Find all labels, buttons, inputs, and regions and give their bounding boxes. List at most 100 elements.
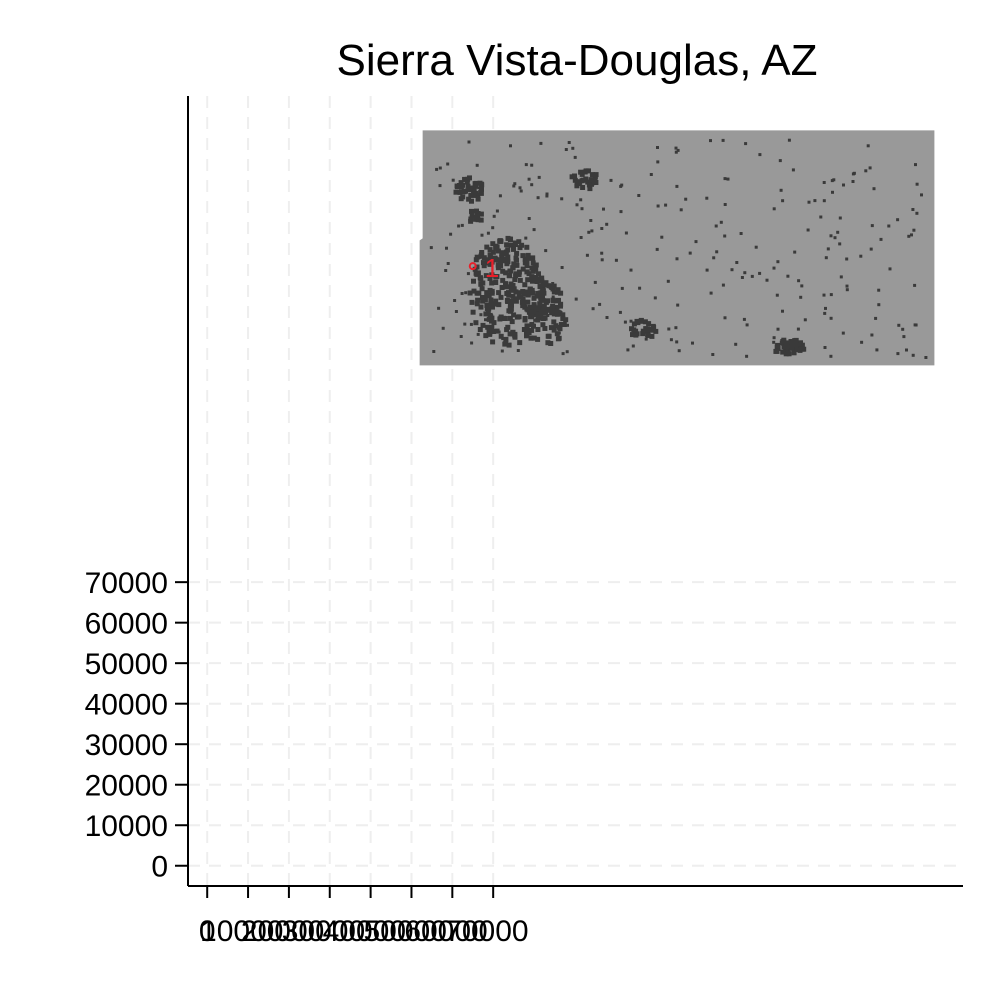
feature-speck: [473, 183, 478, 189]
feature-speck: [523, 289, 528, 295]
feature-speck: [535, 327, 541, 332]
feature-speck: [482, 297, 488, 303]
labeled-points: 1: [468, 253, 499, 283]
feature-speck: [602, 207, 605, 211]
feature-speck: [481, 260, 486, 266]
feature-speck: [783, 348, 789, 354]
feature-speck: [723, 234, 727, 238]
feature-speck: [776, 327, 780, 331]
feature-speck: [487, 247, 493, 253]
feature-speck: [475, 196, 481, 202]
feature-speck: [473, 180, 479, 186]
feature-speck: [591, 183, 594, 187]
feature-speck: [445, 246, 448, 250]
feature-speck: [529, 265, 535, 271]
feature-speck: [499, 251, 505, 257]
feature-speck: [488, 301, 494, 307]
feature-speck: [528, 335, 534, 341]
feature-speck: [510, 243, 514, 247]
y-tick-label: 10000: [85, 810, 168, 843]
feature-speck: [519, 189, 523, 193]
feature-speck: [913, 283, 917, 287]
feature-speck: [499, 285, 505, 290]
feature-speck: [520, 266, 526, 272]
feature-speck: [600, 251, 604, 255]
feature-speck: [525, 277, 531, 283]
feature-speck: [775, 293, 779, 297]
feature-speck: [684, 197, 688, 201]
feature-speck: [517, 245, 523, 251]
feature-speck: [510, 329, 516, 335]
feature-speck: [478, 255, 482, 259]
feature-speck: [676, 303, 680, 307]
feature-speck: [845, 257, 849, 261]
feature-speck: [467, 290, 473, 296]
feature-speck: [896, 352, 900, 356]
feature-speck: [631, 321, 637, 327]
chart-title: Sierra Vista-Douglas, AZ: [336, 36, 818, 85]
feature-speck: [868, 166, 872, 170]
feature-speck: [774, 344, 780, 350]
feature-speck: [534, 293, 540, 299]
feature-speck: [875, 348, 879, 352]
feature-speck: [507, 300, 511, 304]
feature-speck: [842, 183, 845, 187]
feature-speck: [491, 226, 495, 230]
feature-speck: [913, 323, 917, 327]
point-label: 1: [485, 253, 499, 283]
feature-speck: [478, 217, 484, 223]
feature-speck: [614, 258, 618, 262]
feature-speck: [598, 302, 602, 306]
feature-speck: [537, 175, 541, 179]
feature-speck: [776, 260, 780, 264]
feature-speck: [497, 259, 503, 265]
feature-speck: [499, 254, 505, 260]
feature-speck: [496, 302, 502, 308]
feature-speck: [493, 243, 499, 249]
feature-speck: [573, 179, 577, 183]
feature-speck: [551, 327, 557, 333]
feature-speck: [460, 223, 464, 227]
feature-speck: [799, 342, 805, 348]
feature-speck: [474, 208, 479, 214]
feature-speck: [525, 252, 531, 258]
feature-speck: [560, 312, 566, 318]
feature-speck: [511, 286, 517, 292]
feature-speck: [638, 317, 644, 323]
feature-speck: [520, 289, 526, 294]
feature-speck: [465, 183, 471, 189]
feature-speck: [709, 291, 713, 295]
feature-speck: [675, 257, 679, 261]
feature-speck: [600, 227, 604, 230]
feature-speck: [822, 293, 826, 297]
feature-speck: [432, 350, 436, 353]
feature-speck: [620, 286, 624, 290]
feature-speck: [516, 349, 520, 352]
feature-speck: [505, 235, 511, 241]
feature-speck: [586, 168, 591, 174]
feature-speck: [788, 339, 794, 344]
feature-speck: [705, 268, 709, 272]
settlement-features: [429, 138, 928, 359]
feature-speck: [469, 299, 475, 305]
feature-speck: [649, 173, 653, 176]
feature-speck: [498, 294, 504, 300]
feature-speck: [561, 352, 565, 356]
feature-speck: [544, 249, 548, 253]
feature-speck: [773, 348, 779, 354]
feature-speck: [675, 184, 679, 188]
feature-speck: [483, 333, 489, 339]
feature-speck: [507, 268, 511, 272]
feature-speck: [912, 228, 916, 232]
county-raster: [419, 130, 935, 366]
feature-speck: [449, 232, 453, 236]
feature-speck: [754, 245, 758, 249]
feature-speck: [467, 187, 473, 193]
feature-speck: [458, 196, 464, 202]
feature-speck: [633, 332, 639, 338]
feature-speck: [513, 255, 519, 261]
feature-speck: [441, 326, 445, 330]
feature-speck: [785, 340, 791, 346]
feature-speck: [504, 327, 510, 333]
feature-speck: [484, 260, 490, 266]
